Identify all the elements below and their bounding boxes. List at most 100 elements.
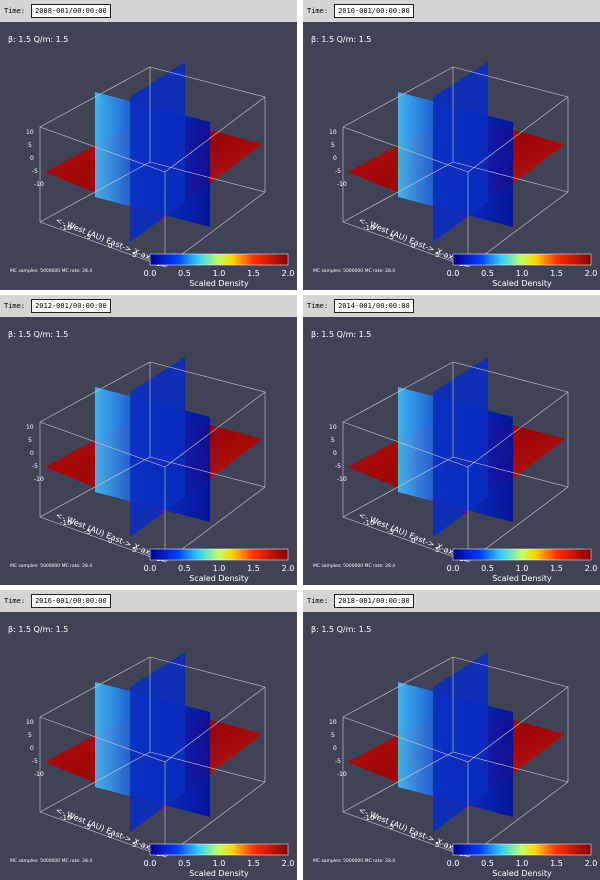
colorbar-tick-label: 1.5 (550, 564, 563, 573)
x-tick-label: 5 (132, 546, 136, 554)
x-tick-label: -5 (84, 823, 91, 831)
box-edge (342, 456, 454, 518)
view: β: 1.5 Q/m: 1.5-10-50510<- West (AU) Eas… (8, 330, 294, 583)
box-edge (39, 221, 166, 268)
x-tick-label: 5 (435, 546, 439, 554)
x-tick-label: -5 (387, 233, 394, 241)
box-edge (39, 126, 166, 173)
plane-vertical-b (433, 62, 488, 242)
x-tick-label: 0 (108, 832, 112, 840)
box-edge (39, 716, 166, 763)
time-bar: Time: 2016-001/00:00:00 (0, 590, 297, 612)
box-edge (342, 516, 469, 563)
box-edge (342, 221, 469, 268)
z-tick-label: 10 (26, 129, 34, 136)
z-tick-label: -5 (335, 463, 341, 470)
plane-vertical-b (130, 62, 185, 242)
view: β: 1.5 Q/m: 1.5-10-50510<- West (AU) Eas… (311, 330, 598, 583)
params: β: 1.5 Q/m: 1.5 (8, 330, 68, 339)
box-edge (39, 66, 151, 128)
x-tick-label: 0 (411, 242, 415, 250)
z-tick-label: -10 (337, 771, 347, 778)
box-edge (39, 516, 166, 563)
colorbar-tick-label: 1.0 (213, 859, 226, 868)
x-tick-label: -10 (363, 519, 374, 527)
x-tick-label: -10 (363, 224, 374, 232)
z-tick-label: -10 (337, 476, 347, 483)
box-edge (164, 686, 266, 763)
colorbar-tick-label: 0.0 (144, 269, 157, 278)
stats: MC samples: 5000000 MC rate: 28.4 (313, 563, 395, 569)
box-edge (342, 421, 469, 468)
x-tick-label: 0 (411, 832, 415, 840)
colorbar (452, 843, 592, 856)
z-tick-label: 5 (28, 732, 32, 739)
z-tick-label: 0 (30, 155, 34, 162)
plane-vertical-b (130, 652, 185, 832)
box-edge (342, 66, 454, 128)
colorbar-tick-label: 1.5 (247, 564, 260, 573)
z-tick-label: -10 (337, 181, 347, 188)
box-edge (467, 96, 569, 173)
x-tick-label: -5 (387, 528, 394, 536)
panel: Time: 2018-001/00:00:00 β: 1.5 Q/m: 1.5 -1… (303, 590, 600, 880)
colorbar-tick-label: 1.0 (213, 269, 226, 278)
stats: MC samples: 5000000 MC rate: 28.4 (313, 268, 395, 274)
z-tick-label: 0 (30, 450, 34, 457)
x-tick-label: 5 (435, 251, 439, 259)
z-tick-label: -10 (34, 476, 44, 483)
colorbar-tick-label: 1.0 (516, 859, 529, 868)
time-label: Time: (307, 302, 329, 310)
z-tick-label: -5 (335, 758, 341, 765)
time-input[interactable]: 2016-001/00:00:00 (31, 594, 111, 608)
box-edge (39, 751, 151, 813)
box-edge (39, 456, 151, 518)
z-tick-label: -5 (335, 168, 341, 175)
x-tick-label: -5 (84, 528, 91, 536)
z-tick-label: 10 (329, 424, 337, 431)
z-tick-label: -5 (32, 758, 38, 765)
box-edge (39, 161, 151, 223)
colorbar-tick-label: 1.5 (550, 859, 563, 868)
box-edge (452, 66, 569, 98)
colorbar (452, 253, 592, 266)
box-edge (342, 161, 454, 223)
time-input[interactable]: 2008-001/00:00:00 (31, 4, 111, 18)
colorbar-tick-label: 0.5 (481, 859, 494, 868)
z-tick-label: 10 (329, 719, 337, 726)
x-tick-label: -5 (84, 233, 91, 241)
box-edge (149, 656, 266, 688)
z-tick-label: 0 (30, 745, 34, 752)
stats: MC samples: 5000000 MC rate: 28.4 (313, 858, 395, 864)
colorbar (149, 253, 289, 266)
box-edge (39, 361, 151, 423)
z-tick-label: 0 (333, 450, 337, 457)
z-tick-label: -5 (32, 463, 38, 470)
colorbar-tick-label: 0.0 (144, 564, 157, 573)
panel: Time: 2016-001/00:00:00 β: 1.5 Q/m: 1.5 -1… (0, 590, 297, 880)
time-bar: Time: 2012-001/00:00:00 (0, 295, 297, 317)
box-edge (452, 656, 569, 688)
box-edge (39, 656, 151, 718)
z-tick-label: -10 (34, 181, 44, 188)
params: β: 1.5 Q/m: 1.5 (311, 330, 371, 339)
params: β: 1.5 Q/m: 1.5 (311, 35, 371, 44)
colorbar-title: Scaled Density (492, 574, 552, 583)
z-tick-label: 5 (331, 142, 335, 149)
time-input[interactable]: 2012-001/00:00:00 (31, 299, 111, 313)
time-input[interactable]: 2010-001/00:00:00 (334, 4, 414, 18)
box-edge (342, 811, 469, 858)
colorbar-tick-label: 1.5 (247, 269, 260, 278)
box-edge (342, 751, 454, 813)
time-input[interactable]: 2014-001/00:00:00 (334, 299, 414, 313)
box-edge (149, 456, 266, 488)
time-input[interactable]: 2018-001/00:00:00 (334, 594, 414, 608)
colorbar-tick-label: 0.5 (178, 859, 191, 868)
colorbar-tick-label: 2.0 (282, 859, 295, 868)
colorbar-tick-label: 2.0 (585, 564, 598, 573)
colorbar-tick-label: 1.0 (516, 269, 529, 278)
plane-vertical-b (433, 652, 488, 832)
colorbar-title: Scaled Density (189, 279, 249, 288)
colorbar-tick-label: 1.0 (516, 564, 529, 573)
time-label: Time: (307, 597, 329, 605)
